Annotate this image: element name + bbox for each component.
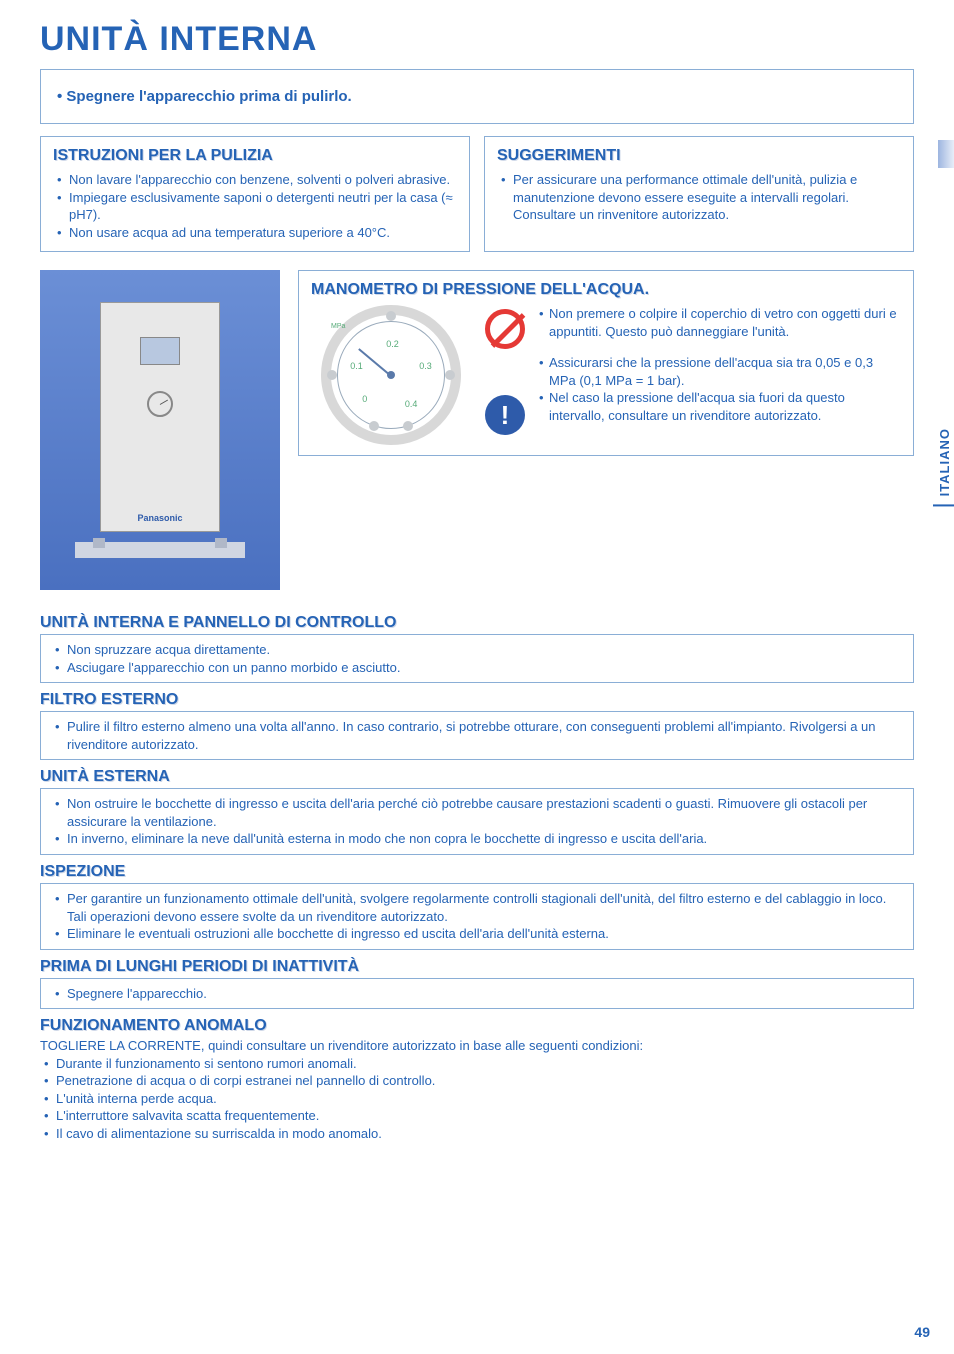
istruzioni-title: ISTRUZIONI PER LA PULIZIA — [53, 147, 457, 165]
manometro-title: MANOMETRO DI PRESSIONE DELL'ACQUA. — [311, 281, 901, 299]
list-item: Durante il funzionamento si sentono rumo… — [44, 1055, 914, 1073]
section-ispezione: ISPEZIONE Per garantire un funzionamento… — [40, 863, 914, 950]
list-item: Penetrazione di acqua o di corpi estrane… — [44, 1072, 914, 1090]
lead-text: TOGLIERE LA CORRENTE, quindi consultare … — [40, 1037, 914, 1055]
section-list: Spegnere l'apparecchio. — [51, 985, 903, 1003]
section-box: Pulire il filtro esterno almeno una volt… — [40, 711, 914, 760]
section-box: Per garantire un funzionamento ottimale … — [40, 883, 914, 950]
gauge-screw-icon — [445, 370, 455, 380]
gauge-tick: 0.3 — [419, 361, 432, 371]
prohibit-icon — [485, 309, 525, 349]
suggerimenti-title: SUGGERIMENTI — [497, 147, 901, 165]
list-item: Spegnere l'apparecchio. — [55, 985, 903, 1003]
section-box: Non ostruire le bocchette di ingresso e … — [40, 788, 914, 855]
device-control-panel — [140, 337, 180, 365]
device-brand: Panasonic — [137, 513, 182, 523]
list-item: In inverno, eliminare la neve dall'unità… — [55, 830, 903, 848]
suggerimenti-list: Per assicurare una performance ottimale … — [497, 171, 901, 224]
section-list: Per garantire un funzionamento ottimale … — [51, 890, 903, 943]
section-box: Spegnere l'apparecchio. — [40, 978, 914, 1010]
page-number: 49 — [914, 1324, 930, 1340]
istruzioni-list: Non lavare l'apparecchio con benzene, so… — [53, 171, 457, 241]
list-item: Per assicurare una performance ottimale … — [501, 171, 901, 224]
list-item: Per garantire un funzionamento ottimale … — [55, 890, 903, 925]
main-title: UNITÀ INTERNA — [40, 20, 914, 59]
section-title: UNITÀ ESTERNA — [40, 768, 914, 786]
section-esterna: UNITÀ ESTERNA Non ostruire le bocchette … — [40, 768, 914, 855]
section-list: Durante il funzionamento si sentono rumo… — [40, 1055, 914, 1143]
list-item: Non spruzzare acqua direttamente. — [55, 641, 903, 659]
section-list: Non spruzzare acqua direttamente. Asciug… — [51, 641, 903, 676]
section-title: FILTRO ESTERNO — [40, 691, 914, 709]
gauge-screw-icon — [386, 311, 396, 321]
section-list: Pulire il filtro esterno almeno una volt… — [51, 718, 903, 753]
gauge-tick: 0.1 — [350, 361, 363, 371]
list-item: L'unità interna perde acqua. — [44, 1090, 914, 1108]
page: UNITÀ INTERNA Spegnere l'apparecchio pri… — [0, 0, 954, 1354]
notice-box: Spegnere l'apparecchio prima di pulirlo. — [40, 69, 914, 124]
section-title: ISPEZIONE — [40, 863, 914, 881]
warning-text: Assicurarsi che la pressione dell'acqua … — [539, 354, 901, 389]
section-unita-pannello: UNITÀ INTERNA E PANNELLO DI CONTROLLO No… — [40, 614, 914, 683]
section-title: PRIMA DI LUNGHI PERIODI DI INATTIVITÀ — [40, 958, 914, 976]
gauge-screw-icon — [327, 370, 337, 380]
pressure-gauge: 0 0.1 0.2 0.3 0.4 MPa — [321, 305, 461, 445]
list-item: Il cavo di alimentazione su surriscalda … — [44, 1125, 914, 1143]
manometro-content: 0 0.1 0.2 0.3 0.4 MPa — [311, 305, 901, 445]
warning-text: Nel caso la pressione dell'acqua sia fuo… — [539, 389, 901, 424]
gauge-column: 0 0.1 0.2 0.3 0.4 MPa — [311, 305, 471, 445]
icon-column: ! — [481, 305, 529, 445]
list-item: Non usare acqua ad una temperatura super… — [57, 224, 457, 242]
warning-text: Non premere o colpire il coperchio di ve… — [539, 305, 901, 340]
device-image: Panasonic — [40, 270, 280, 590]
alert-icon: ! — [485, 395, 525, 435]
section-title: FUNZIONAMENTO ANOMALO — [40, 1017, 914, 1035]
list-item: Asciugare l'apparecchio con un panno mor… — [55, 659, 903, 677]
gauge-screw-icon — [403, 421, 413, 431]
gauge-center — [387, 371, 395, 379]
manometro-box: MANOMETRO DI PRESSIONE DELL'ACQUA. 0 0.1… — [298, 270, 914, 456]
istruzioni-box: ISTRUZIONI PER LA PULIZIA Non lavare l'a… — [40, 136, 470, 252]
edge-decoration — [938, 140, 954, 168]
section-filtro: FILTRO ESTERNO Pulire il filtro esterno … — [40, 691, 914, 760]
list-item: L'interruttore salvavita scatta frequent… — [44, 1107, 914, 1125]
manometro-row: Panasonic MANOMETRO DI PRESSIONE DELL'AC… — [40, 270, 914, 590]
manometro-text: Non premere o colpire il coperchio di ve… — [539, 305, 901, 445]
section-title: UNITÀ INTERNA E PANNELLO DI CONTROLLO — [40, 614, 914, 632]
language-tab: ITALIANO — [933, 420, 954, 506]
list-item: Non lavare l'apparecchio con benzene, so… — [57, 171, 457, 189]
device-body: Panasonic — [100, 302, 220, 532]
list-item: Non ostruire le bocchette di ingresso e … — [55, 795, 903, 830]
notice-text: Spegnere l'apparecchio prima di pulirlo. — [57, 88, 897, 105]
suggerimenti-box: SUGGERIMENTI Per assicurare una performa… — [484, 136, 914, 252]
gauge-tick: 0.2 — [386, 339, 399, 349]
list-item: Eliminare le eventuali ostruzioni alle b… — [55, 925, 903, 943]
section-list: Non ostruire le bocchette di ingresso e … — [51, 795, 903, 848]
gauge-tick: 0.4 — [405, 399, 418, 409]
section-box: Non spruzzare acqua direttamente. Asciug… — [40, 634, 914, 683]
gauge-tick: 0 — [362, 394, 367, 404]
section-anomalo: FUNZIONAMENTO ANOMALO TOGLIERE LA CORREN… — [40, 1017, 914, 1142]
two-column-row: ISTRUZIONI PER LA PULIZIA Non lavare l'a… — [40, 136, 914, 252]
device-base — [75, 542, 245, 558]
list-item: Impiegare esclusivamente saponi o deterg… — [57, 189, 457, 224]
gauge-unit: MPa — [331, 323, 345, 330]
device-gauge-icon — [147, 391, 173, 417]
list-item: Pulire il filtro esterno almeno una volt… — [55, 718, 903, 753]
section-inattivita: PRIMA DI LUNGHI PERIODI DI INATTIVITÀ Sp… — [40, 958, 914, 1010]
gauge-screw-icon — [369, 421, 379, 431]
